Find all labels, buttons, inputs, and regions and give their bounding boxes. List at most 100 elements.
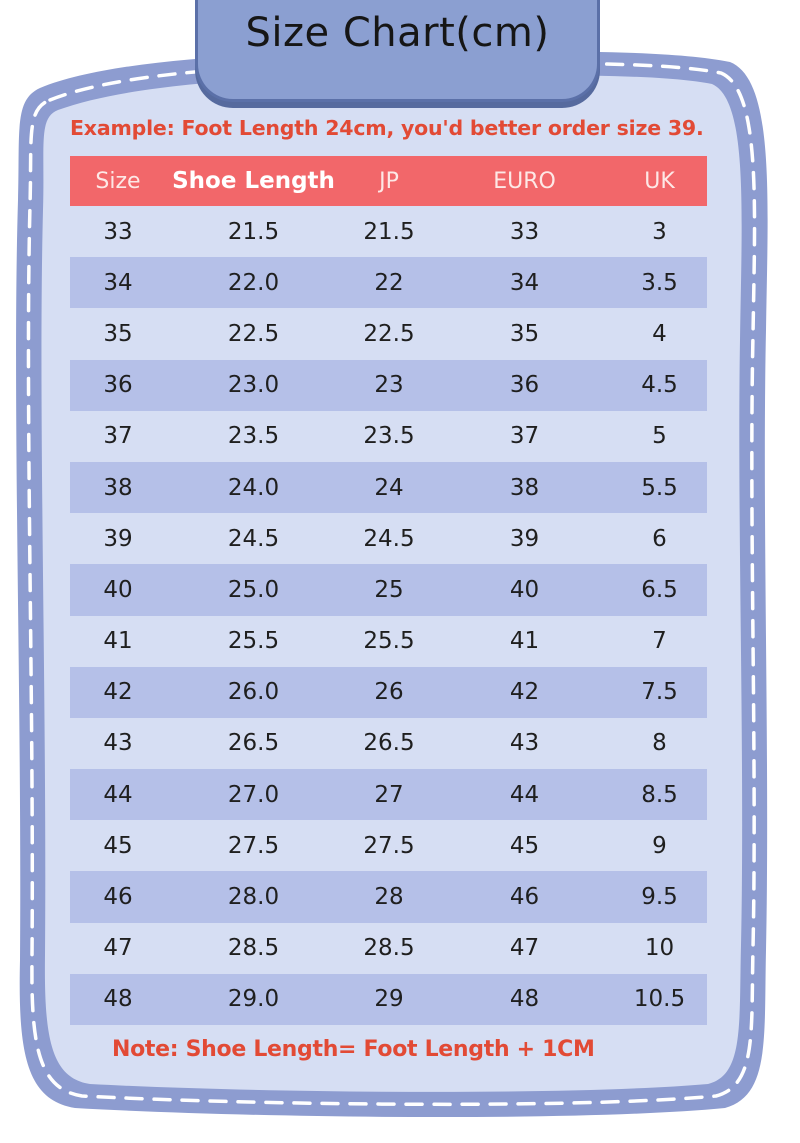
cell-size: 46 — [103, 884, 133, 911]
cell-size: 47 — [103, 935, 133, 962]
cell-size: 36 — [103, 372, 133, 399]
size-table: Size Shoe Length JP EURO UK 33 21.5 21.5 33… — [70, 156, 707, 1025]
cell-euro: 37 — [509, 423, 540, 450]
cell-uk: 3 — [652, 218, 667, 245]
cell-size: 39 — [103, 525, 133, 552]
header-size: Size — [95, 168, 141, 194]
cell-shoe-length: 23.0 — [227, 372, 280, 399]
cell-jp: 24.5 — [363, 525, 415, 552]
cell-jp: 27 — [374, 781, 404, 808]
cell-uk: 5.5 — [641, 474, 678, 501]
cell-euro: 38 — [509, 474, 540, 501]
cell-euro: 42 — [509, 679, 540, 706]
cell-jp: 23 — [374, 372, 404, 399]
cell-jp: 27.5 — [363, 832, 415, 859]
cell-jp: 22 — [374, 269, 404, 296]
cell-size: 40 — [103, 576, 133, 603]
cell-uk: 5 — [652, 423, 667, 450]
cell-uk: 7.5 — [641, 679, 678, 706]
table-row: 44 27.0 27 44 8.5 — [70, 769, 707, 821]
cell-jp: 26.5 — [363, 730, 415, 757]
header-jp: JP — [379, 168, 399, 194]
header-uk: UK — [644, 168, 675, 194]
cell-shoe-length: 23.5 — [227, 423, 280, 450]
cell-uk: 4.5 — [641, 372, 678, 399]
cell-uk: 8.5 — [641, 781, 678, 808]
cell-size: 41 — [103, 628, 133, 655]
page-title: Size Chart(cm) — [245, 10, 550, 56]
cell-euro: 36 — [509, 372, 540, 399]
cell-uk: 6.5 — [641, 576, 678, 603]
table-row: 38 24.0 24 38 5.5 — [70, 461, 707, 514]
table-row: 37 23.5 23.5 37 5 — [70, 411, 707, 462]
cell-jp: 21.5 — [363, 218, 415, 245]
table-row: 39 24.5 24.5 39 6 — [70, 513, 707, 564]
cell-shoe-length: 25.0 — [227, 576, 280, 603]
table-body: 33 21.5 21.5 33 3 34 22.0 22 34 3.5 35 22.5 22.5 35 4 3… — [70, 206, 707, 1025]
cell-jp: 28.5 — [363, 935, 415, 962]
cell-jp: 22.5 — [363, 320, 415, 347]
cell-jp: 24 — [374, 474, 404, 501]
table-header: Size Shoe Length JP EURO UK — [70, 156, 707, 206]
table-row: 45 27.5 27.5 45 9 — [70, 820, 707, 871]
table-row: 43 26.5 26.5 43 8 — [70, 718, 707, 769]
cell-size: 48 — [103, 986, 133, 1013]
cell-euro: 41 — [509, 628, 540, 655]
cell-euro: 39 — [509, 525, 540, 552]
table-row: 33 21.5 21.5 33 3 — [70, 206, 707, 257]
cell-shoe-length: 24.5 — [227, 525, 280, 552]
cell-jp: 29 — [374, 986, 404, 1013]
cell-uk: 9 — [652, 832, 667, 859]
cell-shoe-length: 25.5 — [227, 628, 280, 655]
table-row: 40 25.0 25 40 6.5 — [70, 564, 707, 616]
cell-euro: 44 — [509, 781, 540, 808]
cell-shoe-length: 28.0 — [227, 884, 280, 911]
table-row: 35 22.5 22.5 35 4 — [70, 308, 707, 359]
table-row: 34 22.0 22 34 3.5 — [70, 257, 707, 309]
table-row: 36 23.0 23 36 4.5 — [70, 359, 707, 411]
cell-jp: 23.5 — [363, 423, 415, 450]
cell-shoe-length: 22.5 — [227, 320, 280, 347]
cell-uk: 4 — [652, 320, 667, 347]
cell-size: 45 — [103, 832, 133, 859]
cell-uk: 7 — [652, 628, 667, 655]
cell-size: 35 — [103, 320, 133, 347]
cell-uk: 8 — [652, 730, 667, 757]
cell-jp: 25 — [374, 576, 404, 603]
cell-shoe-length: 21.5 — [227, 218, 280, 245]
cell-shoe-length: 27.0 — [227, 781, 280, 808]
cell-size: 37 — [103, 423, 133, 450]
cell-euro: 33 — [509, 218, 540, 245]
note-text: Note: Shoe Length= Foot Length + 1CM — [112, 1037, 595, 1062]
table-row: 42 26.0 26 42 7.5 — [70, 666, 707, 718]
table-row: 48 29.0 29 48 10.5 — [70, 973, 707, 1025]
cell-uk: 3.5 — [641, 269, 678, 296]
cell-size: 42 — [103, 679, 133, 706]
cell-shoe-length: 27.5 — [227, 832, 280, 859]
cell-size: 33 — [103, 218, 133, 245]
cell-jp: 26 — [374, 679, 404, 706]
cell-uk: 10.5 — [633, 986, 686, 1013]
cell-jp: 25.5 — [363, 628, 415, 655]
cell-euro: 46 — [509, 884, 540, 911]
header-shoe-length: Shoe Length — [172, 168, 335, 194]
cell-euro: 35 — [509, 320, 540, 347]
table-row: 46 28.0 28 46 9.5 — [70, 871, 707, 923]
cell-euro: 47 — [509, 935, 540, 962]
cell-uk: 6 — [652, 525, 667, 552]
cell-shoe-length: 26.5 — [227, 730, 280, 757]
example-text: Example: Foot Length 24cm, you'd better … — [70, 116, 704, 140]
cell-uk: 10 — [644, 935, 675, 962]
table-row: 47 28.5 28.5 47 10 — [70, 923, 707, 974]
cell-size: 44 — [103, 781, 133, 808]
cell-shoe-length: 22.0 — [227, 269, 280, 296]
table-row: 41 25.5 25.5 41 7 — [70, 616, 707, 667]
cell-euro: 40 — [509, 576, 540, 603]
cell-shoe-length: 24.0 — [227, 474, 280, 501]
cell-euro: 43 — [509, 730, 540, 757]
cell-shoe-length: 28.5 — [227, 935, 280, 962]
header-euro: EURO — [493, 168, 556, 194]
cell-size: 34 — [103, 269, 133, 296]
cell-shoe-length: 26.0 — [227, 679, 280, 706]
cell-jp: 28 — [374, 884, 404, 911]
